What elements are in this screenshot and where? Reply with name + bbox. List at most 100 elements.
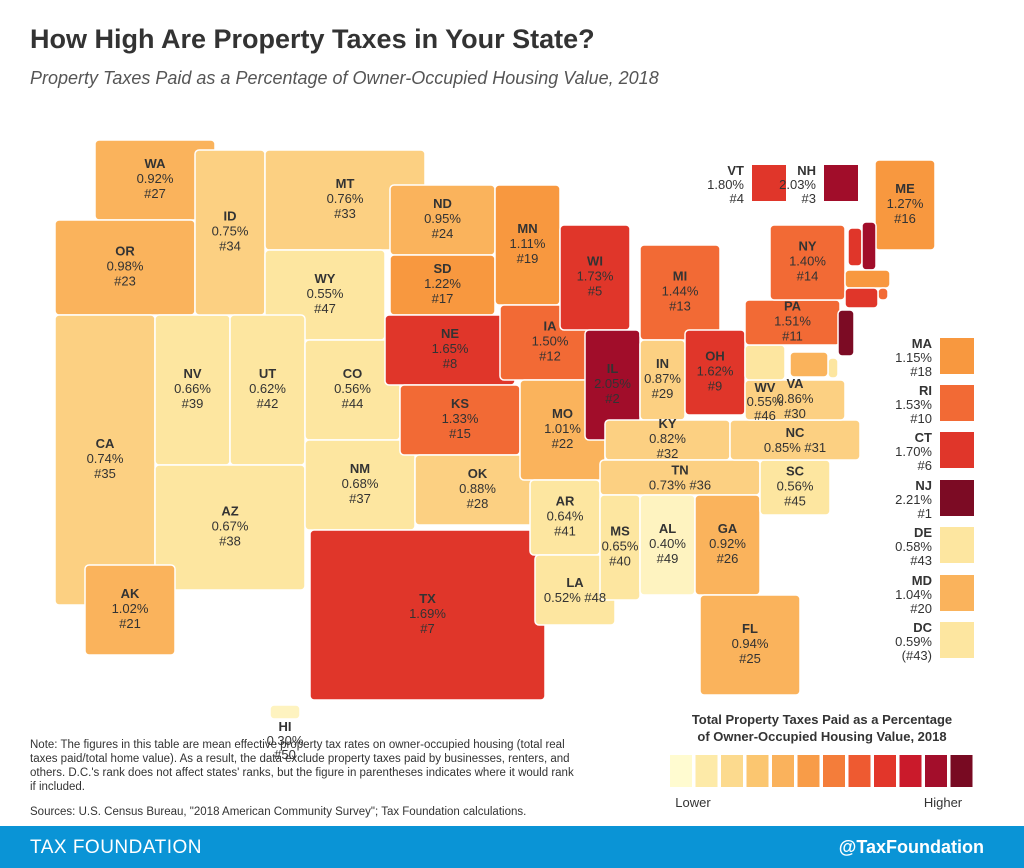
state-rank: #43 — [910, 553, 932, 568]
legend-title: of Owner-Occupied Housing Value, 2018 — [697, 729, 946, 744]
state-rate: 0.66% — [174, 381, 211, 396]
state-rank: #41 — [554, 524, 576, 539]
subtitle: Property Taxes Paid as a Percentage of O… — [30, 68, 659, 88]
state-rank: #6 — [918, 458, 932, 473]
state-rate: 0.73% — [649, 478, 686, 493]
state-abbr: MD — [912, 573, 932, 588]
state-rate: 0.56% — [777, 479, 814, 494]
legend-high: Higher — [924, 795, 963, 810]
state — [847, 227, 863, 267]
state — [844, 269, 891, 289]
state-abbr: ND — [433, 196, 452, 211]
state-rate: 0.87% — [644, 371, 681, 386]
state-abbr: DC — [913, 620, 932, 635]
state-rate: 0.67% — [212, 519, 249, 534]
state-rate: 0.58% — [895, 539, 932, 554]
state-abbr: NJ — [915, 478, 932, 493]
state-rate: 2.21% — [895, 492, 932, 507]
state-rank: #14 — [797, 269, 819, 284]
state-abbr: MI — [673, 269, 687, 284]
state-rate: 1.69% — [409, 606, 446, 621]
state-abbr: AR — [556, 494, 575, 509]
state-rank: #9 — [708, 379, 722, 394]
callout-swatch — [824, 165, 858, 201]
state-abbr: NE — [441, 326, 459, 341]
state-rate: 2.05% — [594, 376, 631, 391]
legend-swatch — [695, 755, 718, 787]
state-abbr: AZ — [221, 504, 238, 519]
state-abbr: TN — [671, 463, 688, 478]
state-rank: #13 — [669, 299, 691, 314]
state-abbr: AK — [121, 586, 140, 601]
state-rank: #29 — [652, 386, 674, 401]
state-rate: 1.01% — [544, 421, 581, 436]
state — [744, 379, 846, 421]
state-rank: (#43) — [902, 648, 932, 663]
legend-swatch — [950, 755, 973, 787]
state-rate: 1.15% — [895, 350, 932, 365]
footer: TAX FOUNDATION @TaxFoundation — [0, 826, 1024, 868]
state-abbr: IA — [544, 319, 558, 334]
state-rank: #20 — [910, 601, 932, 616]
state-rate: 1.50% — [532, 334, 569, 349]
state-rate: 0.62% — [249, 381, 286, 396]
state-value: 0.85% #31 — [764, 440, 826, 455]
title: How High Are Property Taxes in Your Stat… — [30, 24, 595, 54]
state-rate: 1.44% — [662, 284, 699, 299]
state-abbr: NY — [798, 239, 816, 254]
state-rank: #8 — [443, 356, 457, 371]
state-rate: 0.92% — [137, 171, 174, 186]
state-labels: WA0.92%#27OR0.98%#23CA0.74%#35NV0.66%#39… — [87, 156, 974, 762]
state-rate: 0.85% — [764, 440, 801, 455]
state-rate: 0.94% — [732, 636, 769, 651]
legend-swatch — [874, 755, 896, 787]
callout-swatch — [940, 432, 974, 468]
state — [269, 704, 301, 720]
state-rate: 1.40% — [789, 254, 826, 269]
state-rate: 2.03% — [779, 177, 816, 192]
state-rate: 1.33% — [442, 411, 479, 426]
state-abbr: TX — [419, 591, 436, 606]
state-rank: #26 — [717, 551, 739, 566]
state-rank: #21 — [119, 616, 141, 631]
state-abbr: SC — [786, 464, 805, 479]
legend-title: Total Property Taxes Paid as a Percentag… — [692, 712, 952, 727]
state — [844, 287, 879, 309]
state-rank: #45 — [784, 494, 806, 509]
legend-low: Lower — [675, 795, 711, 810]
state — [827, 357, 839, 379]
callout-swatch — [940, 385, 974, 421]
state-rate: 1.27% — [887, 196, 924, 211]
state-rank: #33 — [334, 206, 356, 221]
state-rank: #46 — [754, 408, 776, 423]
state-abbr: MT — [336, 176, 355, 191]
state-abbr: VT — [727, 163, 744, 178]
state-rate: 0.95% — [424, 211, 461, 226]
state-rate: 1.80% — [707, 177, 744, 192]
state-abbr: GA — [718, 521, 738, 536]
state-rate: 1.73% — [577, 269, 614, 284]
state-rank: #42 — [257, 396, 279, 411]
callout-swatch — [940, 622, 974, 658]
state-rank: #48 — [584, 590, 606, 605]
state-abbr: MS — [610, 524, 630, 539]
state-rank: #37 — [349, 491, 371, 506]
state-abbr: MO — [552, 406, 573, 421]
state — [861, 221, 877, 271]
state-abbr: NM — [350, 461, 370, 476]
state-rank: #3 — [802, 191, 816, 206]
state-abbr: WY — [315, 271, 336, 286]
callout-swatch — [940, 527, 974, 563]
state-abbr: NC — [786, 425, 805, 440]
state-rate: 1.51% — [774, 314, 811, 329]
state-rate: 0.74% — [87, 451, 124, 466]
state-rate: 0.68% — [342, 476, 379, 491]
state-abbr: LA — [566, 575, 584, 590]
handle[interactable]: @TaxFoundation — [838, 837, 984, 857]
legend-swatch — [670, 755, 692, 787]
legend-swatch — [772, 755, 794, 787]
state-rate: 0.30% — [267, 733, 304, 748]
state-rate: 0.55% — [747, 394, 784, 409]
state — [84, 564, 176, 656]
state-rank: #23 — [114, 274, 136, 289]
